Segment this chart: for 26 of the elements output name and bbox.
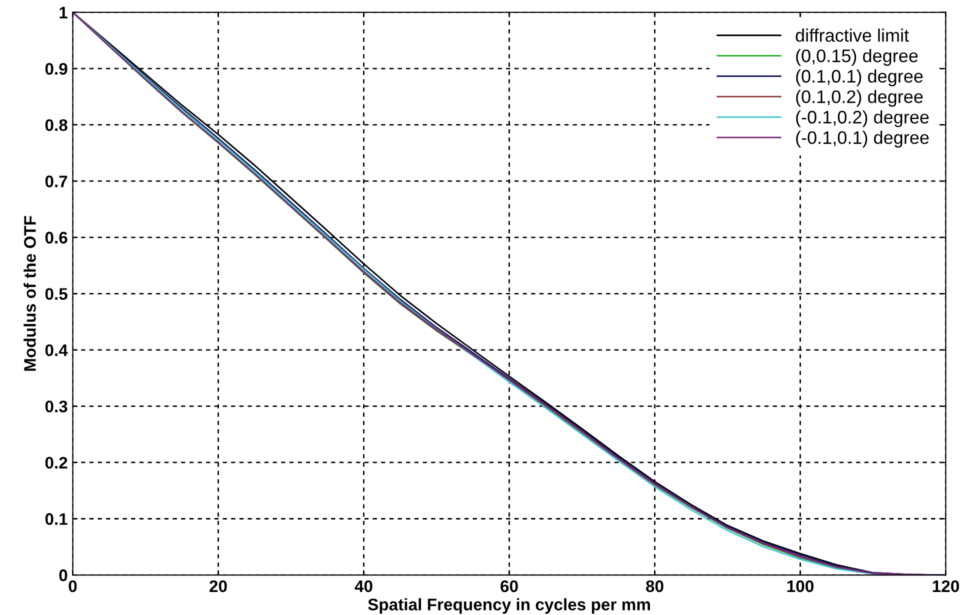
x-tick-label: 100	[787, 580, 814, 592]
x-tick-label: 60	[500, 580, 518, 592]
y-tick-label: 0.5	[45, 288, 68, 300]
x-tick-label: 40	[354, 580, 372, 592]
y-tick-label: 0.4	[45, 344, 68, 356]
y-tick-label: 0.6	[45, 232, 68, 244]
legend-label: (0,0.15) degree	[796, 48, 918, 66]
legend-label: (0.1,0.2) degree	[796, 90, 923, 107]
y-tick-label: 0.7	[45, 176, 68, 188]
x-tick-label: 0	[68, 580, 77, 592]
y-axis-title: Modulus of the OTF	[24, 216, 36, 371]
x-tick-label: 120	[932, 580, 959, 592]
x-axis-title: Spatial Frequency in cycles per mm	[368, 598, 650, 614]
y-tick-label: 0.8	[45, 119, 68, 132]
y-tick-label: 0.9	[45, 62, 68, 75]
legend-label: diffractive limit	[796, 28, 909, 42]
legend-label: (-0.1,0.2) degree	[796, 110, 929, 128]
y-tick-label: 0.3	[45, 400, 68, 412]
y-tick-label: 0	[59, 569, 68, 582]
x-tick-label: 80	[646, 580, 664, 592]
legend-label: (-0.1,0.1) degree	[796, 130, 929, 148]
x-tick-label: 20	[210, 580, 227, 592]
y-tick-label: 0.1	[45, 513, 68, 525]
y-tick-label: 0.2	[45, 456, 68, 469]
y-tick-label: 1	[60, 6, 68, 18]
legend-label: (0.1,0.1) degree	[796, 69, 923, 86]
